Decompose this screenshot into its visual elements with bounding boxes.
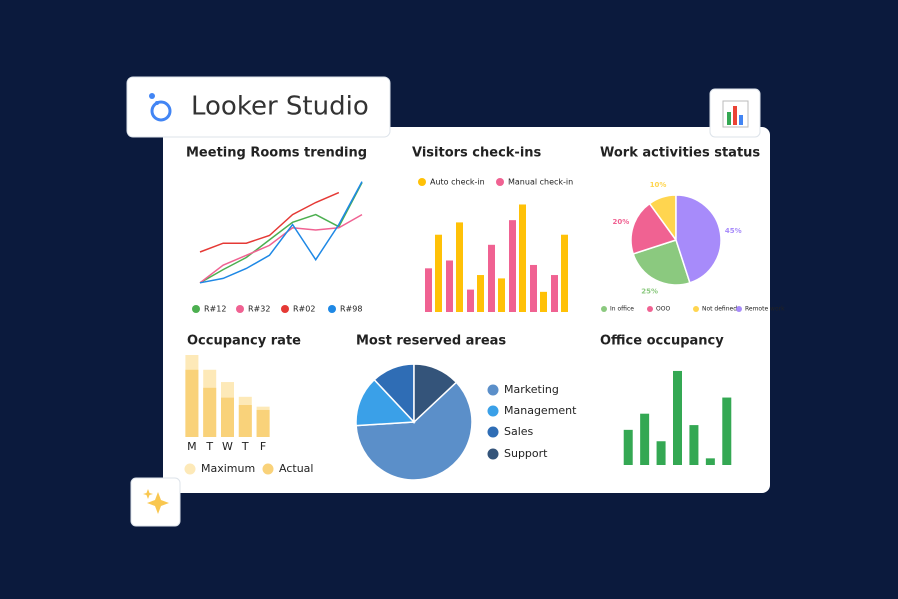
bar xyxy=(540,291,547,312)
legend-swatch xyxy=(487,384,499,396)
legend-swatch xyxy=(496,178,504,186)
header-box xyxy=(126,76,391,138)
data-label: 45% xyxy=(725,227,742,235)
bar xyxy=(488,244,495,312)
legend-swatch xyxy=(601,306,607,312)
bar xyxy=(623,429,633,465)
x-tick-label: M xyxy=(187,440,197,453)
line-series xyxy=(199,213,363,284)
pie-slice xyxy=(355,378,416,427)
bar xyxy=(203,387,217,437)
bar xyxy=(705,458,715,465)
chart-title: Most reserved areas xyxy=(356,334,506,349)
chart-title: Occupancy rate xyxy=(187,334,301,349)
pie-slice xyxy=(675,194,722,284)
bar xyxy=(519,204,526,312)
pie-slice xyxy=(630,202,678,255)
bar xyxy=(221,397,234,437)
sparkle-icon xyxy=(143,489,169,514)
bar xyxy=(456,222,463,312)
chart-title: Meeting Rooms trending xyxy=(186,146,367,161)
legend-label: In office xyxy=(610,306,634,313)
line-series xyxy=(199,191,340,253)
chart-title: Visitors check-ins xyxy=(412,146,542,161)
bar xyxy=(467,289,474,312)
data-label: 20% xyxy=(612,218,629,226)
chart-icon xyxy=(722,100,749,128)
legend-swatch xyxy=(487,448,499,460)
line-series xyxy=(199,182,363,284)
bar xyxy=(425,268,432,312)
legend-swatch xyxy=(328,305,336,313)
bar xyxy=(509,220,516,312)
app-title: Looker Studio xyxy=(191,92,369,122)
bar xyxy=(640,413,650,465)
legend-swatch xyxy=(281,305,289,313)
legend-label: Marketing xyxy=(504,383,559,396)
bar xyxy=(551,275,558,312)
bar xyxy=(673,370,682,465)
bar xyxy=(477,275,484,312)
legend-swatch xyxy=(487,426,499,438)
bar xyxy=(689,425,699,465)
chart-title: Office occupancy xyxy=(600,334,724,349)
legend-label: Maximum xyxy=(201,462,255,475)
x-tick-label: T xyxy=(241,440,249,453)
legend-label: Support xyxy=(504,447,548,460)
data-label: 25% xyxy=(641,288,658,296)
legend-swatch xyxy=(693,306,699,312)
legend-label: R#12 xyxy=(204,305,226,314)
dashboard-card xyxy=(163,127,770,493)
legend-label: Auto check-in xyxy=(430,178,485,187)
legend-swatch xyxy=(192,305,200,313)
legend-swatch xyxy=(418,178,426,186)
legend-label: Management xyxy=(504,404,577,417)
bar xyxy=(722,397,732,465)
x-tick-label: T xyxy=(205,440,213,453)
legend-label: Remote work xyxy=(745,306,785,313)
legend-label: OOO xyxy=(656,306,670,313)
legend-swatch xyxy=(647,306,653,312)
bar xyxy=(561,234,568,312)
legend-label: R#02 xyxy=(293,305,315,314)
legend-swatch xyxy=(236,305,244,313)
legend-label: Manual check-in xyxy=(508,178,573,187)
bar xyxy=(530,264,537,312)
line-series xyxy=(199,181,363,284)
bar xyxy=(185,369,199,437)
x-tick-label: W xyxy=(222,440,233,453)
pie-slice xyxy=(632,239,691,286)
legend-swatch xyxy=(262,463,274,475)
legend-label: Sales xyxy=(504,425,534,438)
legend-swatch xyxy=(487,405,499,417)
legend-label: Actual xyxy=(279,462,313,475)
bar xyxy=(498,278,505,312)
x-tick-label: F xyxy=(260,440,266,453)
data-label: 10% xyxy=(650,181,667,189)
legend-swatch xyxy=(184,463,196,475)
legend-label: Not defined xyxy=(702,306,737,313)
bar xyxy=(435,234,442,312)
legend-swatch xyxy=(736,306,742,312)
bar xyxy=(256,409,270,437)
pie-slice xyxy=(355,381,473,481)
bar xyxy=(656,441,666,465)
legend-label: R#98 xyxy=(340,305,362,314)
bar xyxy=(446,260,453,312)
chart-title: Work activities status xyxy=(600,146,760,161)
logo xyxy=(149,93,172,122)
bar xyxy=(238,405,252,437)
legend-label: R#32 xyxy=(248,305,270,314)
pie-slice xyxy=(413,363,458,424)
